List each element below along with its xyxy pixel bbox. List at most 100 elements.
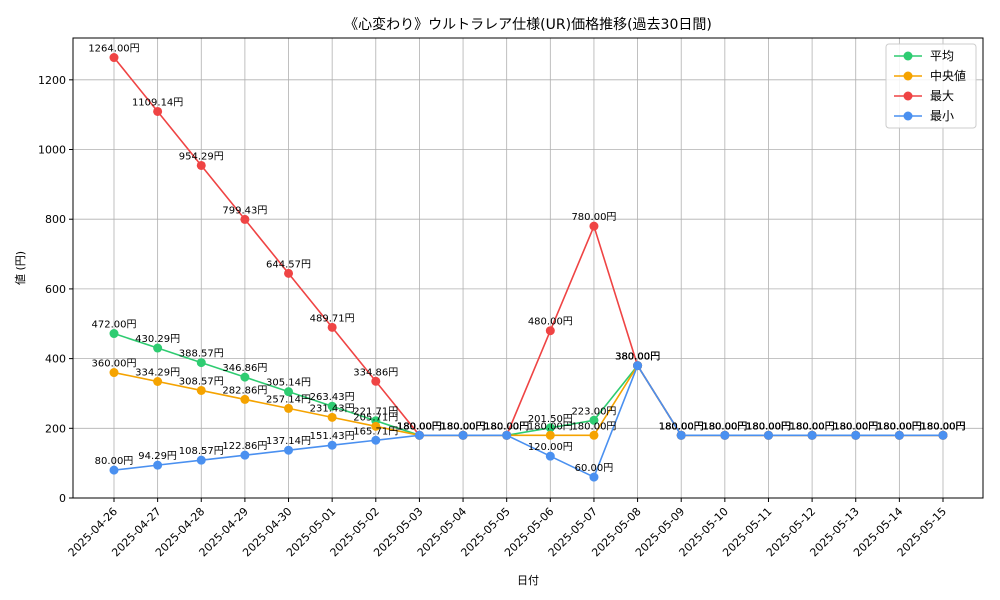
- data-label: 180.00円: [484, 421, 529, 432]
- y-axis-label: 値 (円): [14, 251, 27, 285]
- legend-label: 中央値: [930, 68, 966, 83]
- data-label: 1109.14円: [132, 97, 183, 108]
- data-label: 180.00円: [702, 421, 747, 432]
- series-3: [109, 361, 948, 482]
- data-label: 334.29円: [135, 368, 180, 379]
- data-label: 180.00円: [746, 421, 791, 432]
- data-label: 231.43円: [310, 403, 355, 414]
- data-point: [196, 358, 206, 368]
- y-tick-label: 0: [59, 492, 66, 505]
- data-label: 308.57円: [179, 376, 224, 387]
- data-point: [894, 430, 904, 440]
- data-label: 137.14円: [266, 436, 311, 447]
- legend-box: [885, 43, 977, 129]
- data-point: [327, 412, 337, 422]
- data-point: [545, 430, 555, 440]
- data-point: [153, 106, 163, 116]
- data-point: [589, 472, 599, 482]
- data-label: 180.00円: [659, 421, 704, 432]
- data-label: 180.00円: [397, 421, 442, 432]
- data-point: [284, 445, 294, 455]
- data-point: [502, 430, 512, 440]
- data-point: [327, 401, 337, 411]
- series-group: [109, 53, 948, 482]
- data-label: 180.00円: [877, 421, 922, 432]
- data-point: [327, 322, 337, 332]
- data-point: [109, 465, 119, 475]
- data-label: 122.86円: [222, 441, 267, 452]
- data-point: [153, 377, 163, 387]
- data-label: 180.00円: [702, 421, 747, 432]
- data-labels: 472.00円 430.29円 388.57円 346.86円 305.14円 263.4…: [88, 44, 965, 475]
- y-tick-label: 400: [45, 353, 66, 366]
- legend-item: 中央値: [894, 68, 966, 83]
- series-line: [113, 363, 943, 479]
- data-point: [196, 385, 206, 395]
- data-label: 180.00円: [833, 421, 878, 432]
- data-point: [589, 430, 599, 440]
- data-label: 489.71円: [310, 313, 355, 324]
- data-point: [240, 394, 250, 404]
- x-axis-label: 日付: [517, 574, 539, 587]
- data-point: [153, 460, 163, 470]
- data-point: [284, 387, 294, 397]
- data-point: [545, 423, 555, 433]
- data-label: 180.00円: [659, 421, 704, 432]
- data-label: 472.00円: [92, 320, 137, 331]
- legend-marker: [903, 51, 913, 61]
- data-label: 380.00円: [615, 352, 660, 363]
- data-label: 380.00円: [615, 352, 660, 363]
- data-label: 180.00円: [746, 421, 791, 432]
- data-label: 380.00円: [615, 352, 660, 363]
- data-label: 380.00円: [615, 352, 660, 363]
- data-point: [720, 430, 730, 440]
- data-point: [196, 160, 206, 170]
- data-label: 388.57円: [179, 349, 224, 360]
- data-label: 180.00円: [833, 421, 878, 432]
- data-point: [327, 440, 337, 450]
- data-label: 780.00円: [571, 212, 616, 223]
- data-label: 180.00円: [790, 421, 835, 432]
- legend-marker: [903, 91, 913, 101]
- data-label: 180.00円: [921, 421, 966, 432]
- data-label: 94.29円: [138, 451, 177, 462]
- legend-label: 最大: [930, 89, 954, 103]
- data-label: 180.00円: [790, 421, 835, 432]
- data-label: 180.00円: [702, 421, 747, 432]
- data-label: 180.00円: [833, 421, 878, 432]
- data-label: 180.00円: [659, 421, 704, 432]
- y-tick-label: 1000: [38, 144, 66, 157]
- data-label: 223.00円: [571, 406, 616, 417]
- data-label: 334.86円: [353, 367, 398, 378]
- data-point: [196, 455, 206, 465]
- data-point: [545, 451, 555, 461]
- data-label: 180.00円: [746, 421, 791, 432]
- data-label: 120.00円: [528, 442, 573, 453]
- data-label: 180.00円: [397, 421, 442, 432]
- y-tick-label: 800: [45, 213, 66, 226]
- data-point: [371, 376, 381, 386]
- data-point: [633, 361, 643, 371]
- y-tick-label: 1200: [38, 74, 66, 87]
- data-label: 180.00円: [746, 421, 791, 432]
- legend-item: 最大: [894, 89, 954, 103]
- data-label: 180.00円: [921, 421, 966, 432]
- data-label: 180.00円: [877, 421, 922, 432]
- y-tick-label: 200: [45, 422, 66, 435]
- legend-marker: [903, 71, 913, 81]
- data-label: 360.00円: [92, 359, 137, 370]
- data-label: 180.00円: [921, 421, 966, 432]
- data-point: [414, 430, 424, 440]
- data-point: [589, 415, 599, 425]
- data-label: 180.00円: [702, 421, 747, 432]
- data-label: 1264.00円: [88, 44, 139, 55]
- legend-label: 最小: [930, 109, 954, 123]
- data-point: [676, 430, 686, 440]
- data-label: 180.00円: [441, 421, 486, 432]
- data-label: 180.00円: [877, 421, 922, 432]
- data-label: 282.86円: [222, 385, 267, 396]
- data-point: [284, 268, 294, 278]
- data-label: 180.00円: [484, 421, 529, 432]
